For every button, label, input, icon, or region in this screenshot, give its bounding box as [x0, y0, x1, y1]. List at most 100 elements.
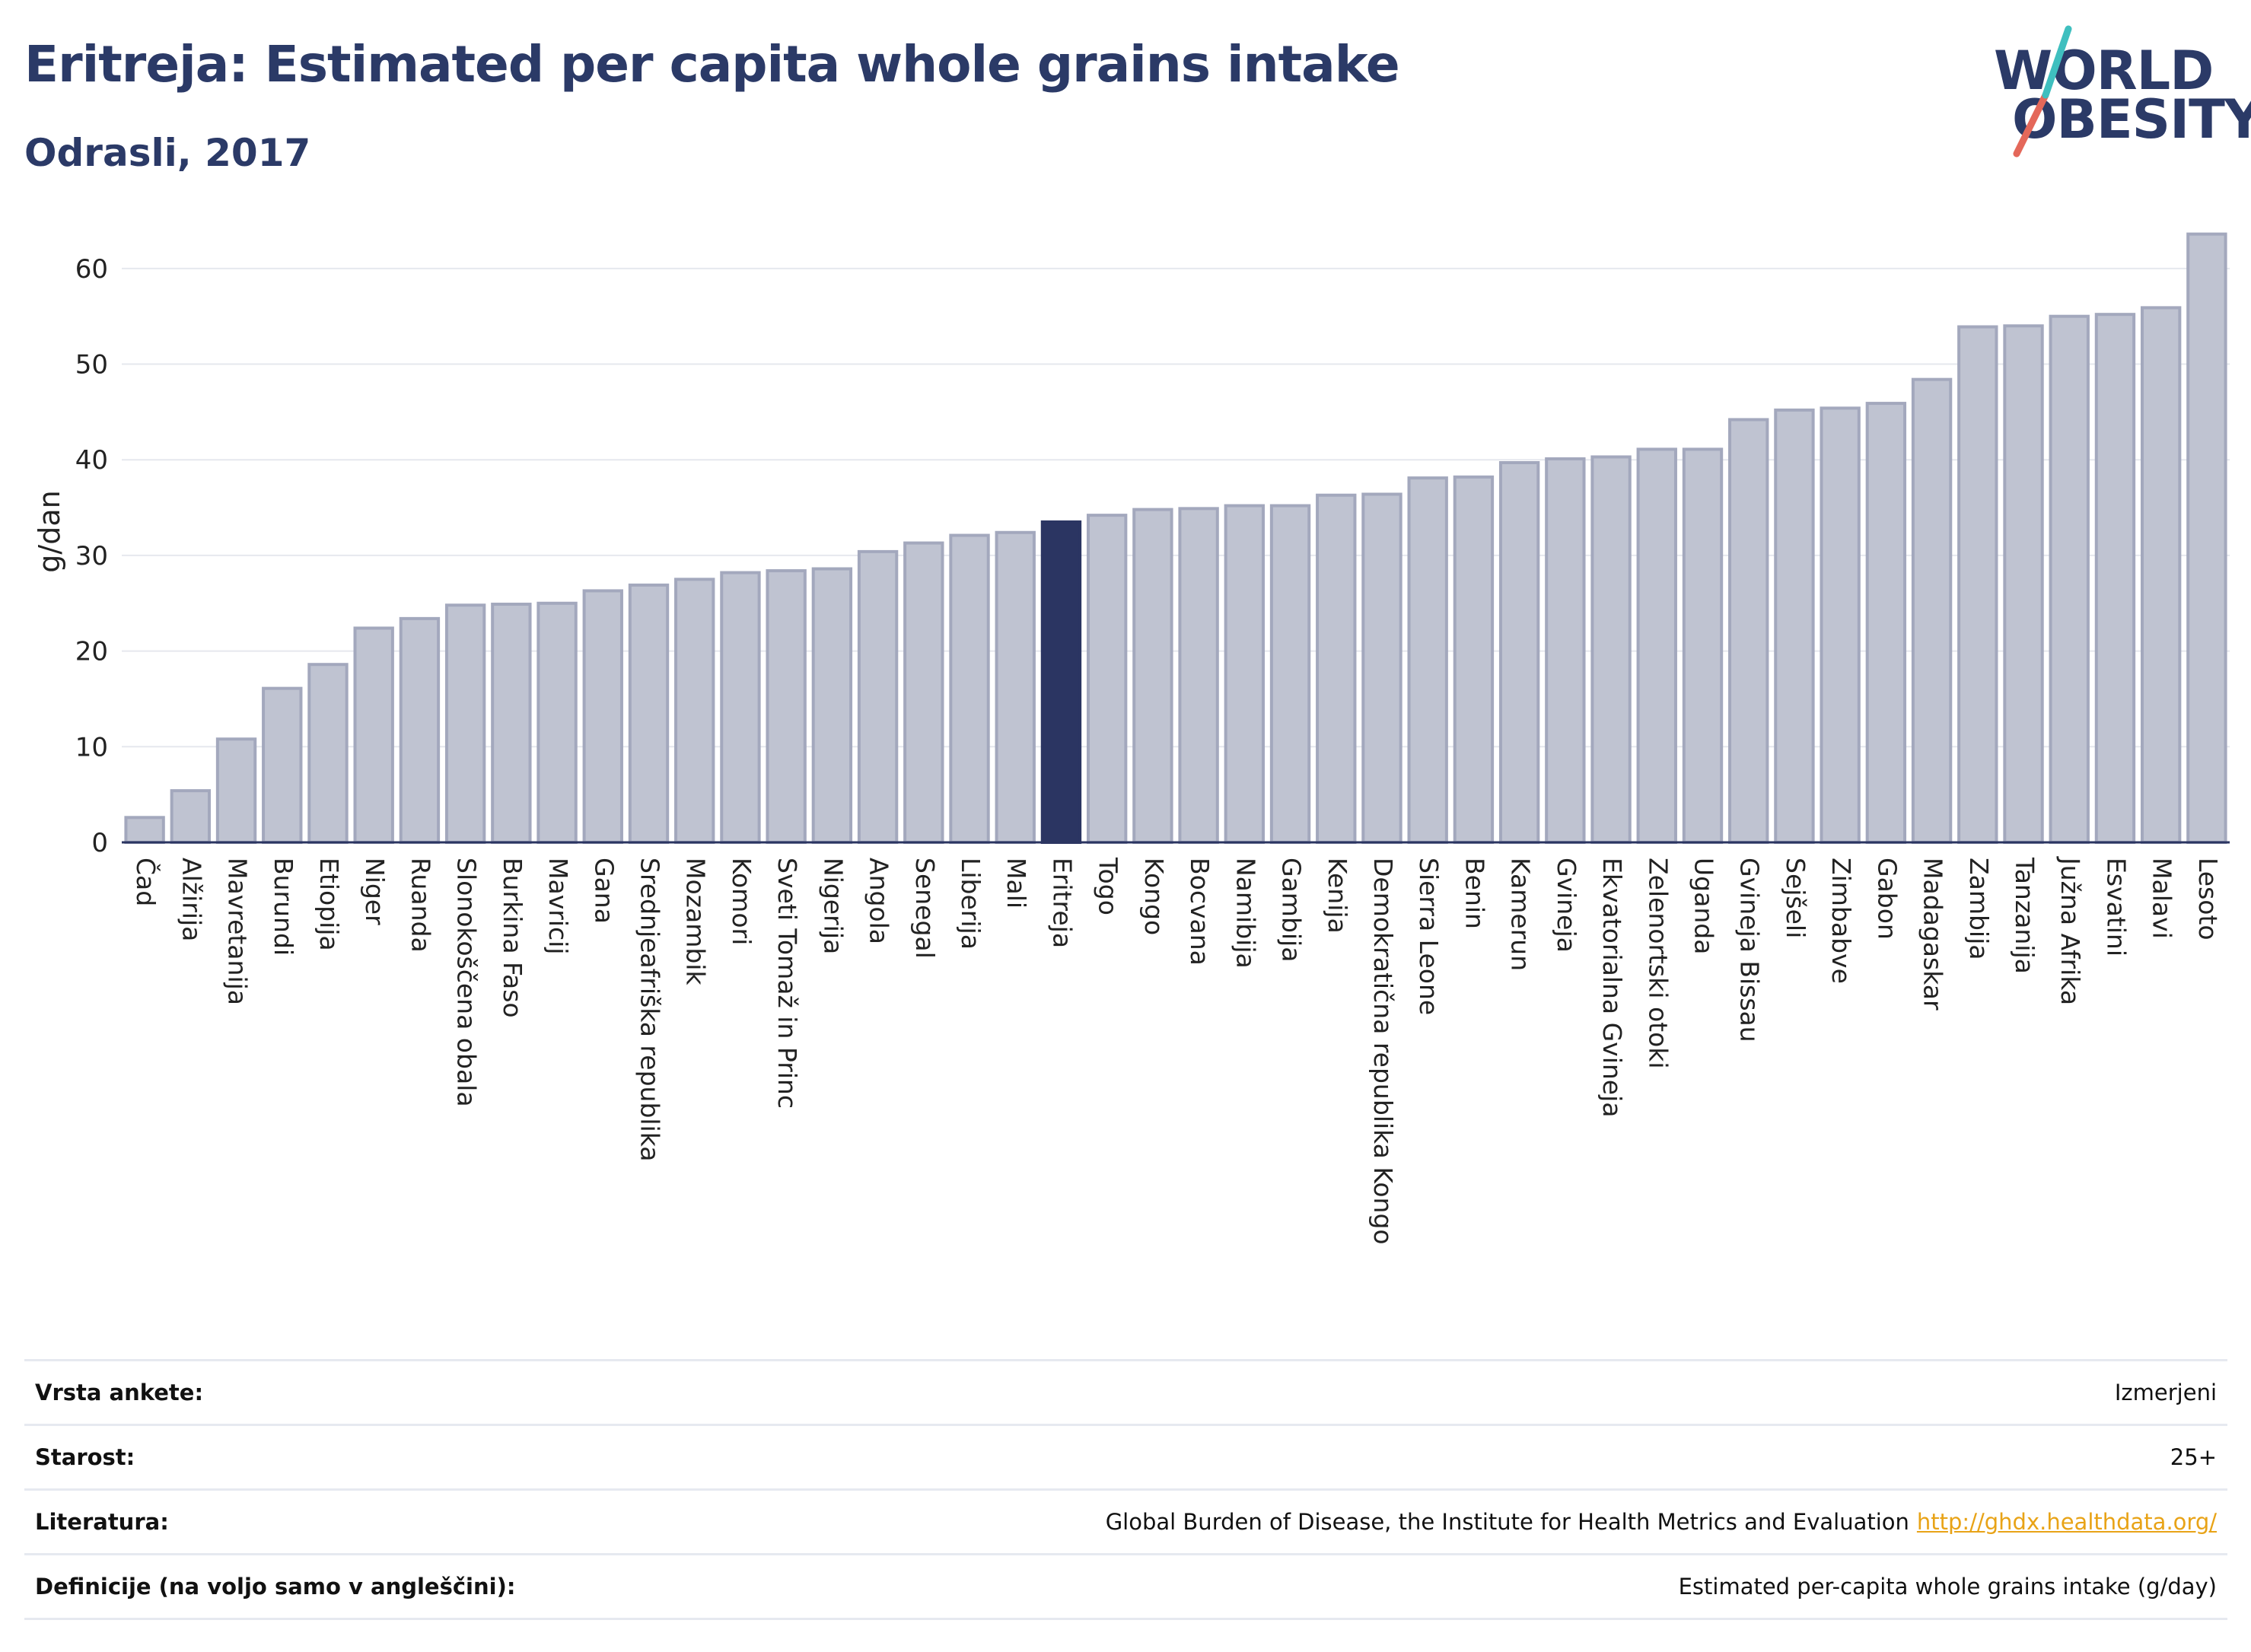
definition-label: Definicije (na voljo samo v angleščini): — [35, 1574, 516, 1599]
x-category-label: Tanzanija — [2010, 857, 2039, 974]
bar[interactable] — [353, 626, 394, 844]
bar[interactable] — [1453, 475, 1495, 845]
bar[interactable] — [307, 663, 349, 844]
x-category-label: Kamerun — [1506, 858, 1536, 971]
x-category-label: Togo — [1094, 857, 1123, 915]
bar[interactable] — [399, 616, 441, 844]
reference-label: Literatura: — [35, 1509, 169, 1535]
bar[interactable] — [1407, 476, 1448, 844]
x-category-label: Namibija — [1231, 858, 1260, 969]
logo-slash-icon — [2013, 25, 2072, 158]
bar[interactable] — [995, 530, 1036, 844]
x-category-label: Senegal — [910, 858, 940, 959]
info-row-survey: Vrsta ankete: Izmerjeni — [24, 1359, 2227, 1424]
info-row-reference: Literatura: Global Burden of Disease, th… — [24, 1488, 2227, 1553]
x-category-label: Gvineja — [1552, 858, 1581, 953]
age-value: 25+ — [2170, 1444, 2217, 1470]
bar[interactable] — [2049, 314, 2090, 844]
bar[interactable] — [1682, 447, 1724, 844]
x-category-label: Esvatini — [2101, 858, 2131, 957]
bar[interactable] — [1316, 493, 1357, 845]
x-category-label: Gambija — [1277, 858, 1307, 962]
bar-highlighted[interactable] — [1040, 520, 1082, 845]
reference-link[interactable]: http://ghdx.healthdata.org/ — [1916, 1509, 2217, 1535]
chart-title: Eritreja: Estimated per capita whole gra… — [24, 35, 1400, 94]
bar[interactable] — [766, 569, 807, 845]
chart-subtitle: Odrasli, 2017 — [24, 131, 311, 175]
x-category-label: Gvineja Bissau — [1735, 858, 1765, 1042]
bar[interactable] — [1224, 504, 1266, 844]
bar[interactable] — [857, 549, 899, 844]
bar[interactable] — [2094, 313, 2136, 844]
bar[interactable] — [1911, 377, 1953, 844]
age-label: Starost: — [35, 1444, 135, 1470]
x-category-label: Mavricij — [543, 858, 573, 954]
x-category-label: Kongo — [1139, 858, 1169, 935]
y-axis-title: g/dan — [33, 490, 66, 572]
bar[interactable] — [1269, 504, 1311, 844]
bar[interactable] — [1636, 447, 1677, 844]
bar[interactable] — [536, 601, 578, 844]
x-category-label: Mali — [1001, 858, 1031, 909]
bar[interactable] — [903, 541, 944, 844]
bar[interactable] — [1728, 418, 1769, 844]
bar[interactable] — [1820, 406, 1861, 844]
bar[interactable] — [949, 533, 990, 845]
x-category-label: Zelenortski otoki — [1643, 858, 1673, 1069]
bar[interactable] — [1086, 514, 1128, 845]
bar[interactable] — [170, 789, 212, 844]
survey-label: Vrsta ankete: — [35, 1380, 204, 1405]
bar[interactable] — [674, 578, 715, 844]
x-category-label: Angola — [864, 858, 894, 944]
bar[interactable] — [262, 686, 303, 844]
bar[interactable] — [1132, 508, 1173, 844]
bar[interactable] — [628, 583, 670, 844]
reference-text: Global Burden of Disease, the Institute … — [1105, 1509, 1909, 1535]
bar[interactable] — [2140, 306, 2182, 844]
x-category-label: Uganda — [1689, 858, 1719, 954]
x-category-label: Južna Afrika — [2055, 856, 2085, 1005]
bar[interactable] — [1865, 402, 1907, 844]
x-category-label: Malavi — [2148, 858, 2177, 939]
bar[interactable] — [811, 567, 853, 845]
x-category-label: Eritreja — [1047, 858, 1077, 948]
axes: 0 10 20 30 40 50 60 g/dan — [33, 254, 2230, 858]
x-category-label: Komori — [727, 858, 756, 945]
y-tick-label: 0 — [91, 828, 108, 858]
bar[interactable] — [124, 816, 165, 844]
bar[interactable] — [1498, 461, 1540, 844]
bar[interactable] — [215, 737, 257, 845]
reference-value-wrap: Global Burden of Disease, the Institute … — [1106, 1509, 2227, 1535]
bar[interactable] — [1361, 492, 1402, 844]
bar-chart: 0 10 20 30 40 50 60 g/dan Čad Alžirija Mavretanij… — [33, 232, 2230, 1245]
bar[interactable] — [444, 603, 486, 844]
logo-line-2: OBESITY — [2012, 88, 2251, 151]
x-category-label: Alžirija — [177, 858, 206, 941]
info-table: Vrsta ankete: Izmerjeni Starost: 25+ Lit… — [24, 1359, 2227, 1620]
bar[interactable] — [1774, 408, 1815, 844]
x-category-label: Sierra Leone — [1414, 858, 1444, 1015]
bar[interactable] — [2003, 324, 2044, 844]
bar[interactable] — [720, 571, 761, 844]
x-category-label: Demokratična republika Kongo — [1368, 858, 1398, 1245]
x-category-label: Gabon — [1872, 858, 1902, 940]
x-category-label: Liberija — [956, 858, 985, 950]
bar[interactable] — [582, 589, 623, 845]
x-category-label: Sveti Tomaž in Princ — [772, 858, 802, 1109]
x-category-label: Ekvatorialna Gvineja — [1597, 858, 1627, 1117]
bar[interactable] — [1957, 325, 1998, 845]
bar[interactable] — [1545, 457, 1586, 844]
bar[interactable] — [1178, 507, 1219, 845]
bars — [124, 232, 2227, 845]
x-category-label: Zimbabve — [1826, 858, 1856, 984]
x-category-label: Mozambik — [681, 858, 711, 985]
x-category-label: Benin — [1460, 858, 1489, 929]
bar[interactable] — [1590, 455, 1632, 845]
x-category-label: Srednjeafriška republika — [635, 858, 665, 1161]
world-obesity-logo[interactable]: WORLD OBESITY — [1979, 23, 2251, 160]
bar[interactable] — [491, 603, 532, 845]
x-category-label: Čad — [131, 858, 161, 906]
bar[interactable] — [2186, 232, 2227, 844]
x-category-label: Burundi — [269, 858, 298, 956]
x-category-label: Sejšeli — [1781, 858, 1810, 938]
